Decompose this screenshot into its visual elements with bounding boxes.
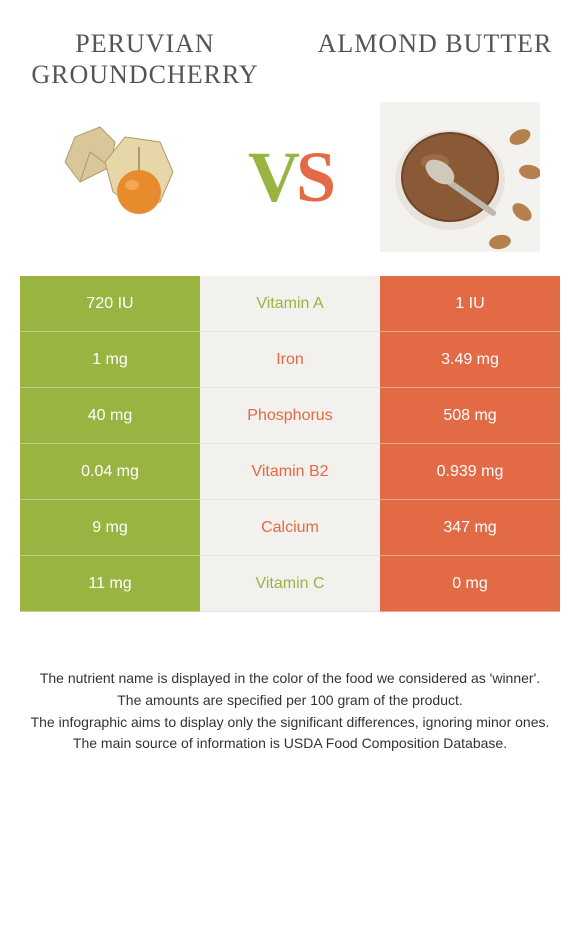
left-value: 0.04 mg	[20, 444, 200, 500]
left-value: 1 mg	[20, 332, 200, 388]
nutrient-name: Vitamin B2	[200, 444, 380, 500]
hero-row: VS	[0, 90, 580, 276]
nutrient-table: 720 IUVitamin A1 IU1 mgIron3.49 mg40 mgP…	[20, 276, 560, 612]
table-row: 720 IUVitamin A1 IU	[20, 276, 560, 332]
vs-left-char: V	[248, 137, 296, 217]
table-row: 11 mgVitamin C0 mg	[20, 556, 560, 612]
vs-right-char: S	[296, 137, 332, 217]
footnote-line: The nutrient name is displayed in the co…	[30, 668, 550, 690]
footnote-line: The amounts are specified per 100 gram o…	[30, 690, 550, 712]
nutrient-name: Vitamin C	[200, 556, 380, 612]
footnotes: The nutrient name is displayed in the co…	[30, 668, 550, 755]
table-row: 1 mgIron3.49 mg	[20, 332, 560, 388]
left-value: 40 mg	[20, 388, 200, 444]
left-food-image	[40, 102, 200, 252]
footnote-line: The main source of information is USDA F…	[30, 733, 550, 755]
right-value: 347 mg	[380, 500, 560, 556]
right-value: 1 IU	[380, 276, 560, 332]
table-row: 40 mgPhosphorus508 mg	[20, 388, 560, 444]
nutrient-name: Iron	[200, 332, 380, 388]
right-value: 0 mg	[380, 556, 560, 612]
left-value: 720 IU	[20, 276, 200, 332]
right-value: 508 mg	[380, 388, 560, 444]
right-food-image	[380, 102, 540, 252]
table-row: 9 mgCalcium347 mg	[20, 500, 560, 556]
footnote-line: The infographic aims to display only the…	[30, 712, 550, 734]
title-row: PERUVIAN GROUNDCHERRY ALMOND BUTTER	[0, 0, 580, 90]
right-food-title: ALMOND BUTTER	[290, 28, 580, 90]
table-row: 0.04 mgVitamin B20.939 mg	[20, 444, 560, 500]
vs-label: VS	[248, 136, 332, 219]
left-value: 11 mg	[20, 556, 200, 612]
left-food-title: PERUVIAN GROUNDCHERRY	[0, 28, 290, 90]
nutrient-name: Phosphorus	[200, 388, 380, 444]
nutrient-name: Calcium	[200, 500, 380, 556]
left-value: 9 mg	[20, 500, 200, 556]
page: PERUVIAN GROUNDCHERRY ALMOND BUTTER VS	[0, 0, 580, 934]
right-value: 0.939 mg	[380, 444, 560, 500]
nutrient-name: Vitamin A	[200, 276, 380, 332]
right-value: 3.49 mg	[380, 332, 560, 388]
